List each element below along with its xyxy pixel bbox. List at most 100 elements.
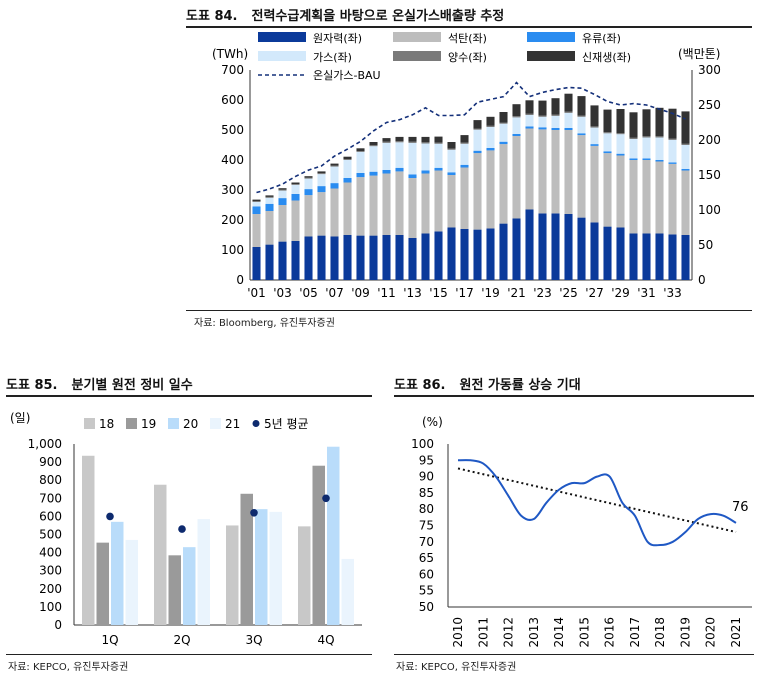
y-axis-unit: (%) — [422, 415, 443, 429]
bar-segment — [551, 213, 560, 280]
y2-tick-label: 150 — [698, 168, 721, 182]
bar-segment — [499, 141, 508, 145]
y2-tick-label: 300 — [698, 63, 721, 77]
bar-segment — [343, 160, 352, 178]
left-axis-unit: (TWh) — [212, 47, 248, 61]
bar-segment — [642, 160, 651, 234]
bar — [341, 558, 354, 625]
x-tick-label: '07 — [325, 286, 344, 300]
bar-segment — [447, 227, 456, 280]
bar-segment — [317, 171, 326, 174]
bar-segment — [525, 128, 534, 210]
bar-segment — [577, 115, 586, 117]
bar-segment — [291, 184, 300, 194]
end-value-label: 76 — [732, 500, 749, 515]
y2-tick-label: 200 — [698, 133, 721, 147]
bar-segment — [551, 114, 560, 116]
x-tick-label: 2021 — [729, 617, 743, 648]
bar-segment — [616, 153, 625, 156]
bar-segment — [525, 126, 534, 129]
bar — [82, 455, 95, 625]
bar-segment — [590, 126, 599, 128]
bar-segment — [330, 166, 339, 184]
source-note: 자료: Bloomberg, 유진투자증권 — [194, 318, 335, 329]
y-tick-label: 85 — [419, 486, 434, 500]
bar-segment — [538, 115, 547, 117]
y-tick-label: 600 — [39, 509, 62, 523]
bar-segment — [343, 159, 352, 160]
bar-segment — [603, 132, 612, 134]
bar-segment — [356, 235, 365, 280]
bar-segment — [278, 205, 287, 242]
y-tick-label: 200 — [221, 213, 244, 227]
bar-segment — [291, 184, 300, 185]
bar-segment — [330, 236, 339, 280]
bar-segment — [616, 133, 625, 135]
bar-segment — [603, 153, 612, 227]
bar-segment — [499, 144, 508, 224]
y-tick-label: 0 — [236, 273, 244, 287]
bar-segment — [681, 145, 690, 169]
figure-number: 도표 85. — [6, 378, 58, 393]
bar-segment — [512, 104, 521, 117]
bar-segment — [486, 125, 495, 127]
bar-segment — [460, 164, 469, 168]
bar-segment — [681, 169, 690, 171]
bar-segment — [512, 218, 521, 280]
bar-segment — [317, 235, 326, 280]
x-tick-label: 2017 — [628, 617, 642, 648]
bar-segment — [252, 201, 261, 202]
x-tick-label: '15 — [429, 286, 448, 300]
bar-segment — [655, 161, 664, 234]
x-tick-label: 1Q — [101, 633, 118, 647]
bar-segment — [460, 229, 469, 280]
y-tick-label: 100 — [221, 243, 244, 257]
figure-84-title: 도표 84. 전력수급계획을 바탕으로 온실가스배출량 추정 — [186, 5, 504, 24]
y-tick-label: 900 — [39, 455, 62, 469]
x-tick-label: 2013 — [527, 617, 541, 648]
bar-segment — [668, 234, 677, 280]
legend-swatch — [527, 32, 575, 42]
bar-segment — [304, 189, 313, 196]
bar-segment — [616, 134, 625, 154]
bar-segment — [525, 100, 534, 114]
y-tick-label: 400 — [39, 546, 62, 560]
x-tick-label: '29 — [611, 286, 630, 300]
bar-segment — [252, 202, 261, 207]
bar-segment — [356, 148, 365, 151]
bar-segment — [447, 142, 456, 149]
bar-segment — [681, 170, 690, 235]
bar-segment — [629, 160, 638, 234]
avg-marker — [250, 508, 258, 517]
bar-segment — [551, 127, 560, 130]
bar-segment — [668, 138, 677, 140]
bar-segment — [473, 129, 482, 151]
y-tick-label: 70 — [419, 535, 434, 549]
bar-segment — [369, 142, 378, 145]
bar-segment — [460, 167, 469, 229]
bar-segment — [681, 143, 690, 145]
bar — [255, 509, 268, 625]
legend-swatch — [258, 51, 306, 61]
bar-segment — [486, 116, 495, 126]
legend-label: 온실가스-BAU — [313, 69, 381, 82]
y-tick-label: 50 — [419, 600, 434, 614]
bar-segment — [265, 244, 274, 280]
bar-segment — [317, 192, 326, 236]
bar-segment — [434, 167, 443, 171]
bar-segment — [668, 139, 677, 163]
bar-segment — [629, 112, 638, 138]
bar-segment — [564, 214, 573, 280]
x-tick-label: '23 — [533, 286, 552, 300]
legend-marker — [252, 420, 260, 427]
bar-segment — [499, 223, 508, 280]
bar-segment — [395, 142, 404, 168]
legend-swatch — [84, 418, 95, 429]
bar-segment — [616, 155, 625, 228]
bar-segment — [278, 189, 287, 191]
bar-segment — [317, 173, 326, 175]
bar-segment — [603, 151, 612, 154]
bar-segment — [434, 136, 443, 143]
legend-label: 양수(좌) — [448, 51, 487, 64]
x-tick-label: '03 — [273, 286, 292, 300]
